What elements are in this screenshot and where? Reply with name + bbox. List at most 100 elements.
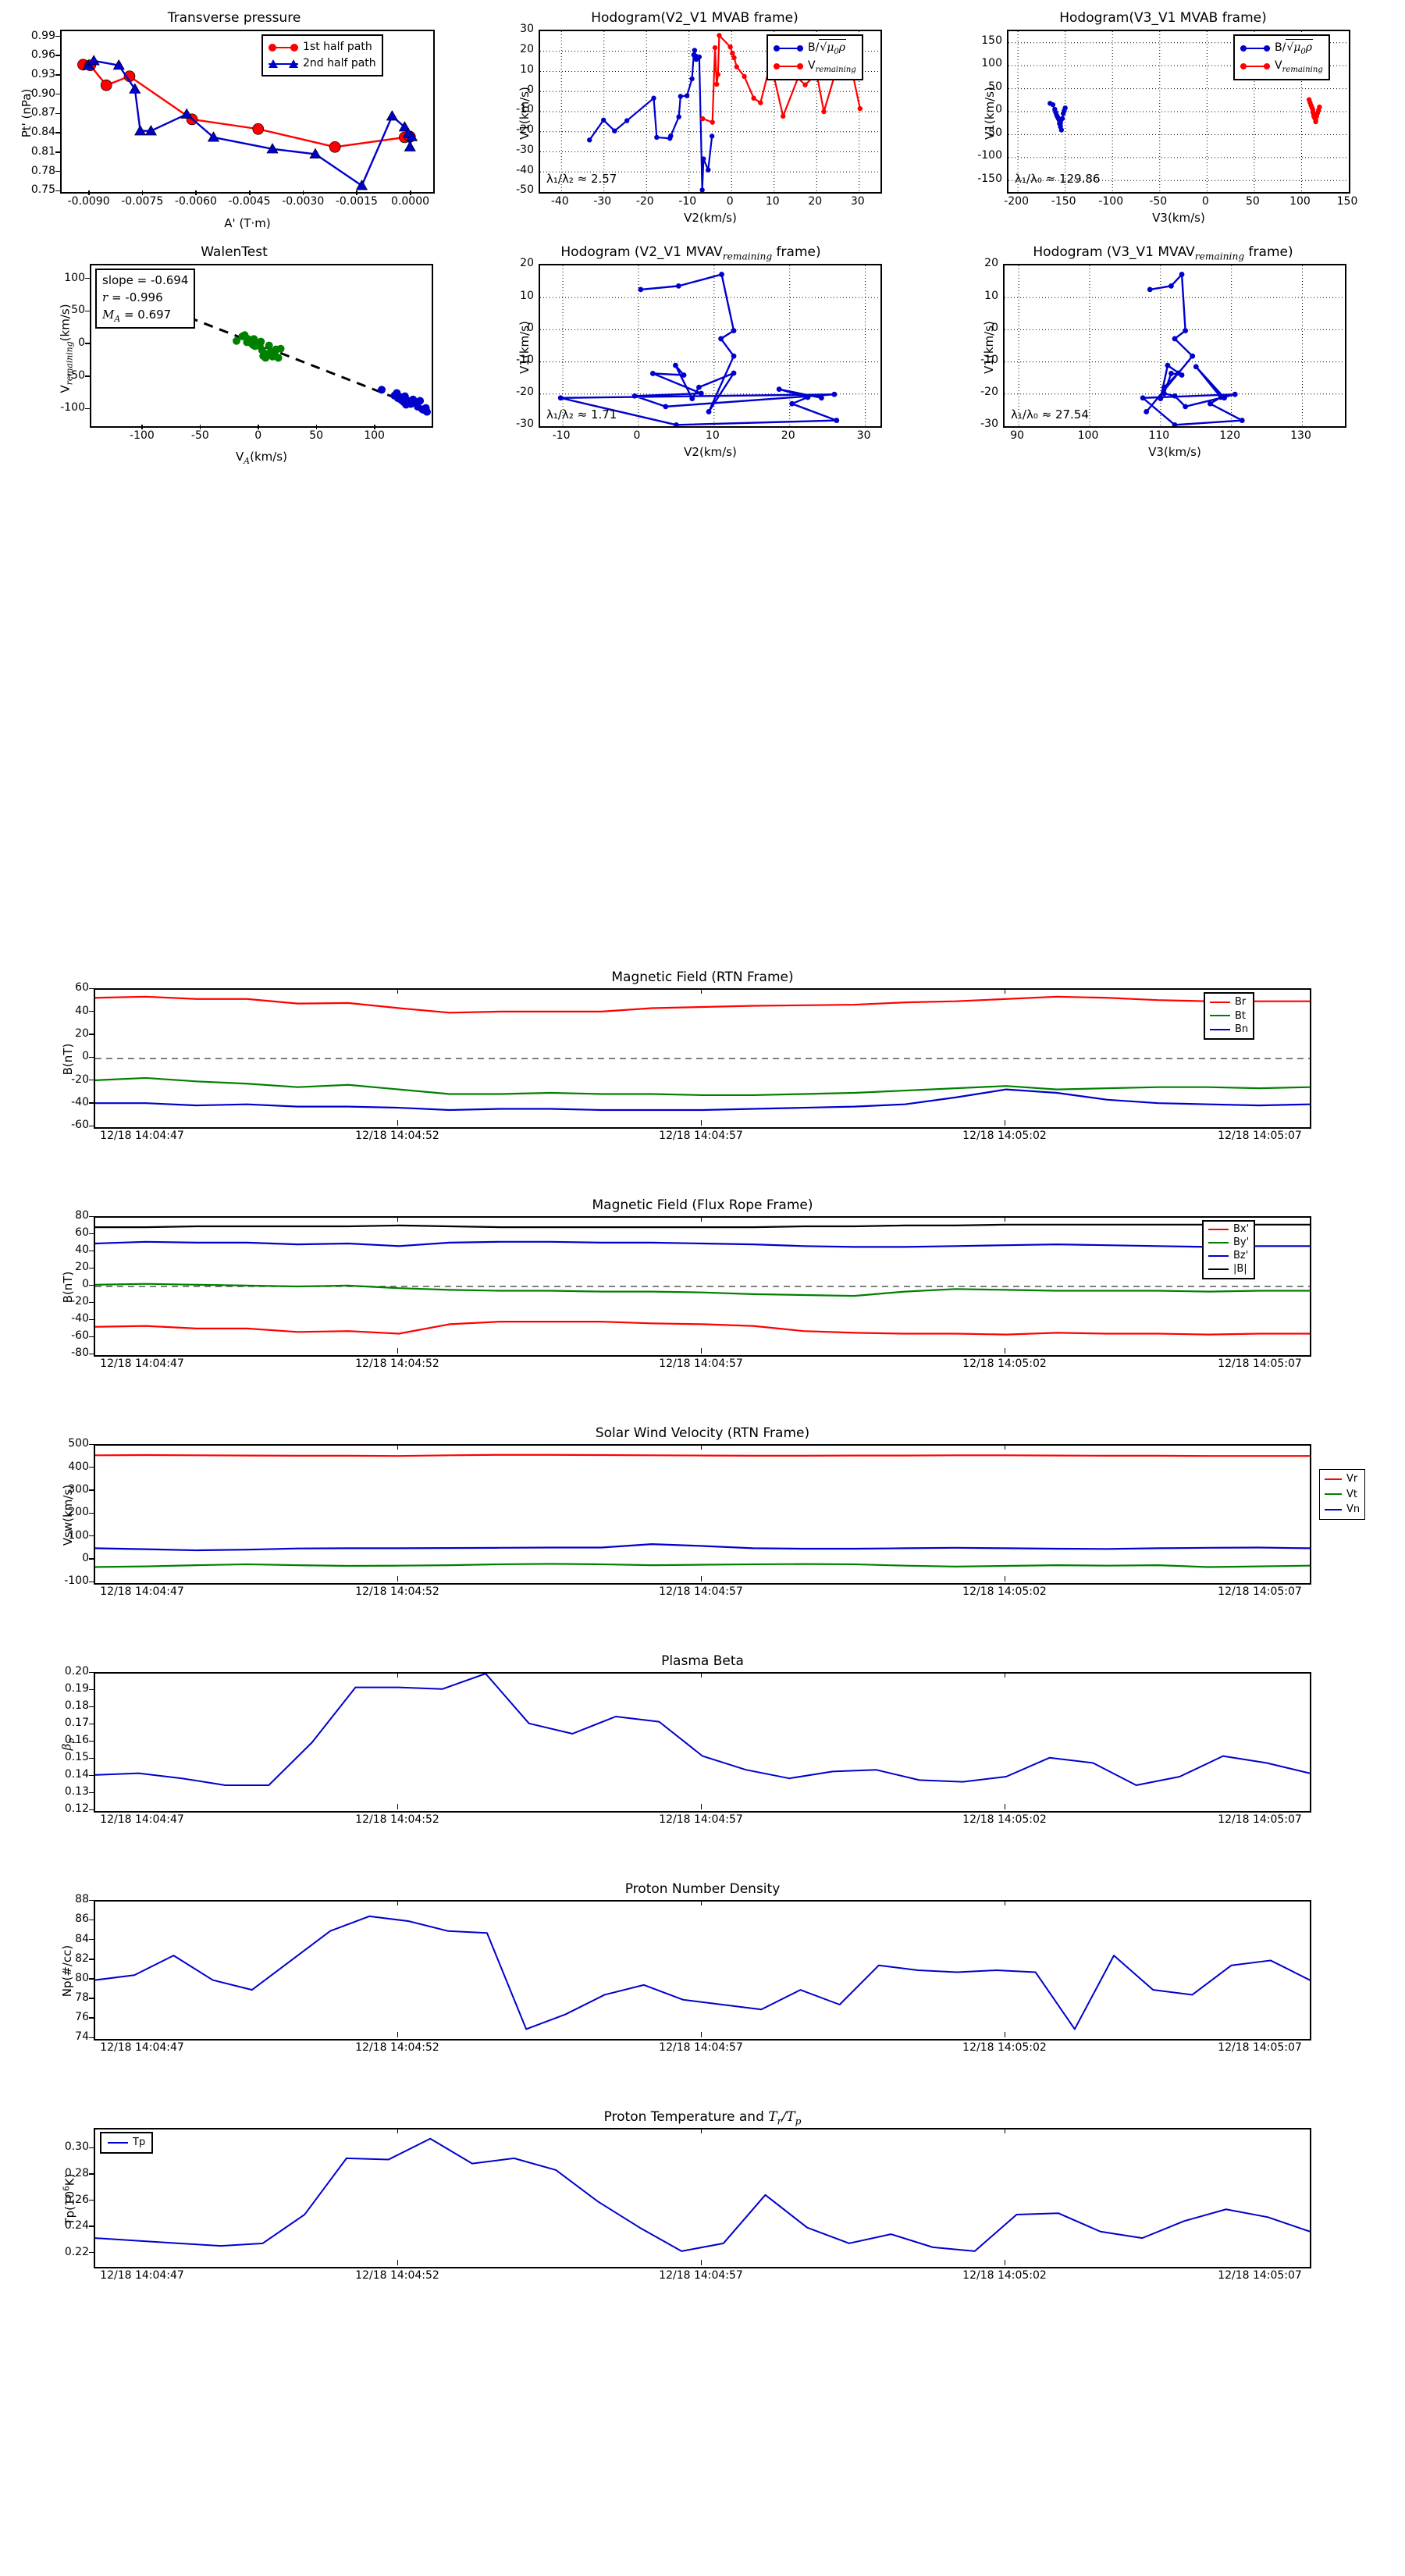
axis-tick-label: 0.26: [64, 2193, 89, 2206]
axis-tick-mark: [55, 190, 60, 192]
axis-tick-mark: [89, 1740, 94, 1742]
axis-tick-label: 80: [75, 1209, 89, 1222]
legend-item-bt: Bt: [1210, 1009, 1248, 1023]
axis-tick-label: 0.78: [30, 164, 55, 177]
axis-tick-label: 200: [68, 1506, 89, 1519]
axis-tick-label: 12/18 14:04:52: [355, 1813, 439, 1826]
axis-tick-label: 12/18 14:04:57: [659, 1130, 743, 1142]
legend-item-2nd-half-path: 2nd half path: [269, 55, 376, 72]
axis-tick-label: 12/18 14:05:07: [1218, 1357, 1302, 1370]
axis-tick-label: 30: [520, 23, 534, 36]
axis-tick-label: 300: [68, 1482, 89, 1496]
panel-proton-temperature: Proton Temperature and Tr/Tp Tp(106K) Tp…: [0, 2106, 1405, 2317]
axis-tick-label: -10: [516, 353, 534, 366]
axis-tick-label: 12/18 14:04:47: [100, 1357, 184, 1370]
axis-tick-label: 20: [808, 195, 823, 208]
axis-tick-mark: [374, 425, 375, 429]
axis-tick-label: 60: [75, 981, 89, 994]
axis-tick-label: -10: [980, 353, 998, 366]
axis-tick-label: 0.0000: [391, 195, 430, 208]
axis-tick-mark: [89, 1919, 94, 1921]
axis-tick-mark: [55, 55, 60, 57]
axis-tick-mark: [89, 2037, 94, 2039]
axis-tick-label: -50: [516, 183, 534, 197]
axis-tick-label: -100: [60, 401, 85, 415]
axis-tick-mark: [397, 2260, 398, 2265]
axis-tick-mark: [89, 1671, 94, 1674]
axis-tick-label: -10: [552, 429, 571, 442]
panel-hodogram-v2v1-mvav: Hodogram (V2_V1 MVAVremaining frame) V1(…: [461, 234, 921, 468]
axis-tick-label: -20: [516, 386, 534, 399]
axis-tick-label: 12/18 14:04:57: [659, 2269, 743, 2282]
panel-title: WalenTest: [201, 244, 268, 260]
axis-tick-mark: [397, 2032, 398, 2037]
axis-tick-label: 0.19: [64, 1682, 89, 1695]
axis-tick-label: 12/18 14:04:52: [355, 1130, 439, 1142]
axis-tick-mark: [700, 2260, 702, 2265]
axis-tick-label: 150: [1336, 195, 1358, 208]
axis-tick-label: -0.0045: [228, 195, 271, 208]
axis-tick-mark: [89, 1034, 94, 1035]
panel-title: Hodogram(V2_V1 MVAB frame): [591, 10, 799, 26]
legend-label: B/√μ0ρ: [1275, 39, 1314, 58]
axis-tick-mark: [700, 1900, 702, 1905]
axis-tick-label: 0.93: [30, 68, 55, 80]
eigenvalue-ratio-annotation: λ₁/λ₀ ≈ 129.86: [1015, 172, 1101, 186]
axis-tick-mark: [89, 1336, 94, 1338]
legend-label: Vr: [1346, 1473, 1358, 1485]
eigenvalue-ratio-annotation: λ₁/λ₂ ≈ 1.71: [546, 407, 617, 422]
axis-tick-mark: [89, 1079, 94, 1081]
legend-label: Vremaining: [808, 59, 856, 74]
axis-tick-mark: [397, 1672, 398, 1678]
axis-tick-label: 12/18 14:04:57: [659, 1585, 743, 1598]
axis-tick-label: 0: [527, 83, 534, 96]
legend-swatch-blue: [1210, 1026, 1230, 1034]
axis-tick-label: -100: [64, 1574, 89, 1588]
axis-tick-label: -10: [678, 195, 697, 208]
axis-tick-label: 12/18 14:04:52: [355, 1585, 439, 1598]
panel-title: Magnetic Field (Flux Rope Frame): [592, 1197, 813, 1213]
axis-tick-label: -50: [190, 429, 209, 442]
axis-tick-mark: [55, 93, 60, 95]
axis-tick-mark: [89, 1706, 94, 1708]
legend-label: Vn: [1346, 1503, 1361, 1515]
axis-tick-label: 12/18 14:05:02: [962, 2269, 1047, 2282]
panel-title: Transverse pressure: [167, 10, 301, 26]
axis-tick-mark: [89, 1958, 94, 1960]
axis-tick-mark: [85, 343, 90, 344]
axis-tick-mark: [55, 170, 60, 173]
panel-title: Proton Number Density: [624, 1881, 781, 1897]
axis-tick-mark: [397, 1576, 398, 1582]
axis-tick-mark: [85, 310, 90, 312]
axis-tick-label: 12/18 14:04:57: [659, 1813, 743, 1826]
legend-item-1st-half-path: 1st half path: [269, 39, 376, 55]
axis-tick-label: -20: [980, 386, 998, 399]
axis-tick-label: 12/18 14:05:02: [962, 2041, 1047, 2054]
axis-tick-mark: [89, 1443, 94, 1446]
axis-tick-label: 10: [520, 289, 534, 302]
axis-tick-mark: [85, 375, 90, 377]
axis-tick-label: 12/18 14:04:47: [100, 1585, 184, 1598]
axis-tick-label: -50: [67, 368, 85, 382]
axis-tick-label: 100: [981, 57, 1002, 70]
legend-item-bn: Bn: [1210, 1023, 1248, 1037]
axis-tick-label: -10: [516, 103, 534, 116]
axis-tick-mark: [89, 1688, 94, 1691]
axis-tick-label: 82: [75, 1952, 89, 1965]
x-axis-label: V3(km/s): [1152, 211, 1205, 225]
legend-label: Bx': [1233, 1223, 1250, 1235]
legend-item-vn: Vn: [1325, 1502, 1360, 1517]
axis-tick-mark: [89, 2199, 94, 2201]
legend: Br Bt Bn: [1204, 992, 1255, 1040]
legend-swatch-line-red: [774, 62, 803, 71]
axis-tick-mark: [141, 425, 144, 429]
legend-label: |B|: [1233, 1262, 1247, 1275]
legend-item-bx: Bx': [1208, 1223, 1249, 1236]
axis-tick-label: 12/18 14:05:07: [1218, 2041, 1302, 2054]
legend-swatch-green: [1208, 1239, 1229, 1247]
axis-tick-label: 20: [75, 1261, 89, 1274]
axis-tick-label: -20: [635, 195, 654, 208]
axis-tick-label: 0: [82, 1050, 89, 1063]
axis-tick-label: 12/18 14:04:57: [659, 2041, 743, 2054]
axis-tick-label: 0.99: [30, 29, 55, 42]
